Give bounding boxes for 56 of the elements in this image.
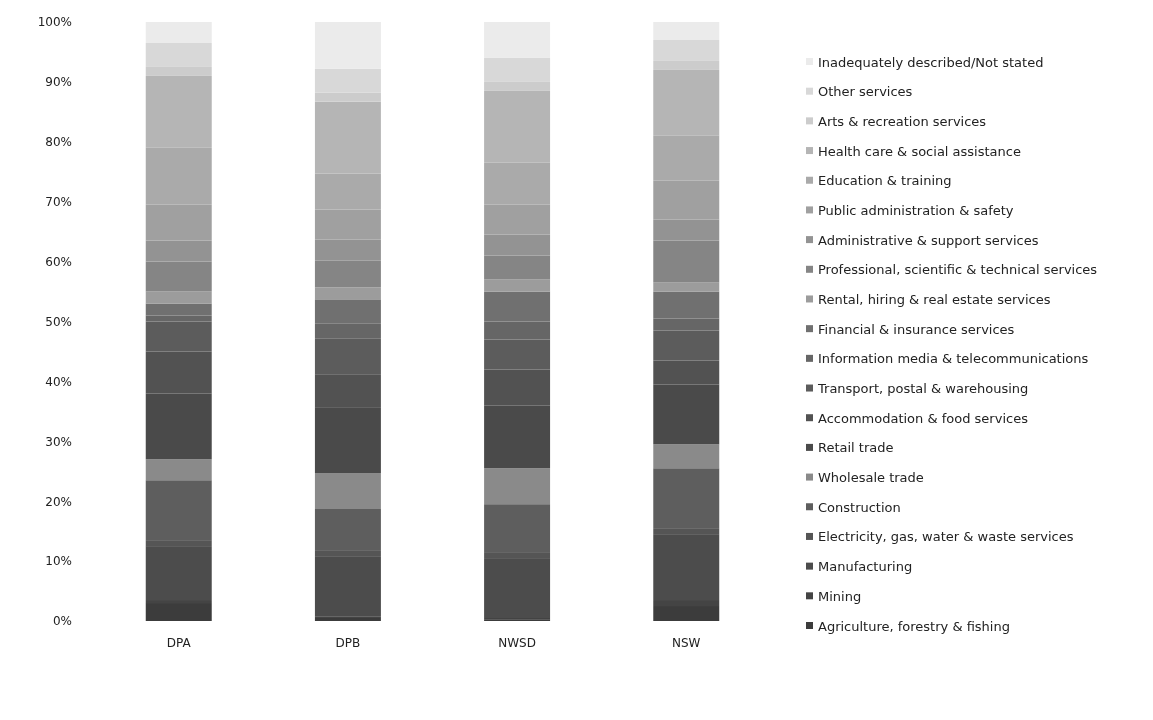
- bar: [145, 261, 212, 292]
- y-tick-label: 20%: [45, 494, 72, 509]
- y-tick-label: 40%: [45, 374, 72, 389]
- legend-label: Construction: [818, 499, 901, 515]
- bar: [653, 219, 720, 241]
- legend-label: Financial & insurance services: [818, 321, 1015, 337]
- y-tick-label: 0%: [52, 614, 72, 629]
- bar: [145, 22, 212, 43]
- bar: [484, 255, 551, 280]
- legend-label: Wholesale trade: [818, 470, 924, 486]
- bar: [484, 468, 551, 505]
- bar: [314, 473, 381, 509]
- legend-label: Health care & social assistance: [818, 143, 1021, 159]
- bar: [145, 459, 212, 481]
- y-tick-label: 70%: [45, 195, 72, 210]
- legend-label: Administrative & support services: [818, 232, 1039, 248]
- legend-label: Manufacturing: [818, 559, 913, 575]
- legend-label: Professional, scientific & technical services: [818, 262, 1098, 278]
- y-tick-label: 60%: [45, 254, 72, 269]
- bar: [653, 22, 720, 40]
- legend-label: Public administration & safety: [818, 202, 1014, 218]
- legend-label: Other services: [818, 84, 913, 100]
- bar: [653, 444, 720, 469]
- legend-label: Retail trade: [818, 440, 894, 456]
- bar: [314, 260, 381, 288]
- y-tick-label: 100%: [37, 15, 72, 30]
- legend-label: Arts & recreation services: [818, 113, 987, 129]
- y-tick-label: 30%: [45, 434, 72, 449]
- bar: [653, 282, 720, 292]
- y-tick-label: 80%: [45, 135, 72, 150]
- legend-label: Education & training: [818, 173, 952, 189]
- y-tick-label: 50%: [45, 314, 72, 329]
- x-tick-label: NWSD: [498, 635, 536, 650]
- legend-label: Transport, postal & warehousing: [817, 381, 1029, 397]
- bar: [145, 291, 212, 304]
- x-tick-label: DPA: [166, 635, 192, 650]
- legend-label: Accommodation & food services: [818, 410, 1029, 426]
- bar: [484, 279, 551, 292]
- x-tick-label: DPB: [335, 635, 361, 650]
- bar: [145, 603, 212, 621]
- legend-label: Agriculture, forestry & fishing: [818, 618, 1010, 634]
- bar: [484, 234, 551, 256]
- y-tick-label: 90%: [45, 75, 72, 90]
- bar: [314, 22, 381, 69]
- y-tick-label: 10%: [45, 554, 72, 569]
- bar: [653, 240, 720, 283]
- bar: [484, 22, 551, 58]
- x-tick-label: NSW: [672, 635, 701, 650]
- legend-label: Rental, hiring & real estate services: [818, 292, 1051, 308]
- legend-label: Mining: [818, 588, 862, 604]
- legend-label: Inadequately described/Not stated: [818, 54, 1044, 70]
- bar: [314, 239, 381, 261]
- legend-label: Electricity, gas, water & waste services: [818, 529, 1074, 545]
- bar: [145, 240, 212, 262]
- legend-label: Information media & telecommunications: [818, 351, 1089, 367]
- bar: [314, 287, 381, 300]
